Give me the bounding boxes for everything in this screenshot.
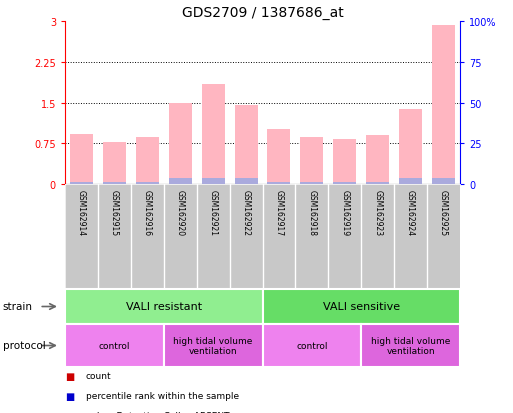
Text: GSM162916: GSM162916 [143, 190, 152, 236]
Bar [234, 106, 258, 185]
Text: high tidal volume
ventilation: high tidal volume ventilation [371, 336, 450, 355]
Bar [169, 104, 192, 185]
Text: count: count [86, 371, 111, 380]
Bar [202, 85, 225, 185]
Bar [432, 179, 455, 185]
Bar [267, 182, 290, 185]
Text: ■: ■ [65, 371, 74, 381]
Text: strain: strain [3, 302, 32, 312]
Bar [164, 324, 263, 367]
Text: GSM162919: GSM162919 [340, 190, 349, 236]
Bar [366, 182, 389, 185]
Text: GSM162925: GSM162925 [439, 190, 448, 236]
Text: ■: ■ [65, 411, 74, 413]
Bar [202, 179, 225, 185]
Bar [65, 324, 164, 367]
Text: value, Detection Call = ABSENT: value, Detection Call = ABSENT [86, 411, 229, 413]
Bar [70, 182, 93, 185]
Bar [70, 135, 93, 185]
Text: GSM162920: GSM162920 [176, 190, 185, 236]
Bar [65, 289, 263, 324]
Text: protocol: protocol [3, 341, 45, 351]
Text: GSM162917: GSM162917 [274, 190, 284, 236]
Bar [103, 143, 126, 185]
Text: GSM162924: GSM162924 [406, 190, 415, 236]
Text: GSM162922: GSM162922 [242, 190, 250, 236]
Bar [169, 179, 192, 185]
Text: GSM162915: GSM162915 [110, 190, 119, 236]
Bar [136, 138, 159, 185]
Bar [263, 324, 361, 367]
Text: percentile rank within the sample: percentile rank within the sample [86, 391, 239, 400]
Text: GSM162918: GSM162918 [307, 190, 317, 236]
Text: high tidal volume
ventilation: high tidal volume ventilation [173, 336, 253, 355]
Text: control: control [296, 341, 328, 350]
Text: control: control [98, 341, 130, 350]
Bar [333, 140, 357, 185]
Bar [333, 182, 357, 185]
Text: VALI resistant: VALI resistant [126, 302, 202, 312]
Bar [267, 129, 290, 185]
Bar [136, 182, 159, 185]
Bar [300, 182, 323, 185]
Text: ■: ■ [65, 391, 74, 401]
Bar [399, 179, 422, 185]
Bar [399, 110, 422, 185]
Text: GSM162923: GSM162923 [373, 190, 382, 236]
Bar [103, 182, 126, 185]
Bar [366, 136, 389, 185]
Text: GSM162914: GSM162914 [77, 190, 86, 236]
Bar [263, 289, 460, 324]
Title: GDS2709 / 1387686_at: GDS2709 / 1387686_at [182, 5, 343, 19]
Text: GSM162921: GSM162921 [209, 190, 218, 236]
Text: VALI sensitive: VALI sensitive [323, 302, 400, 312]
Bar [234, 179, 258, 185]
Bar [300, 138, 323, 185]
Bar [361, 324, 460, 367]
Bar [432, 26, 455, 185]
